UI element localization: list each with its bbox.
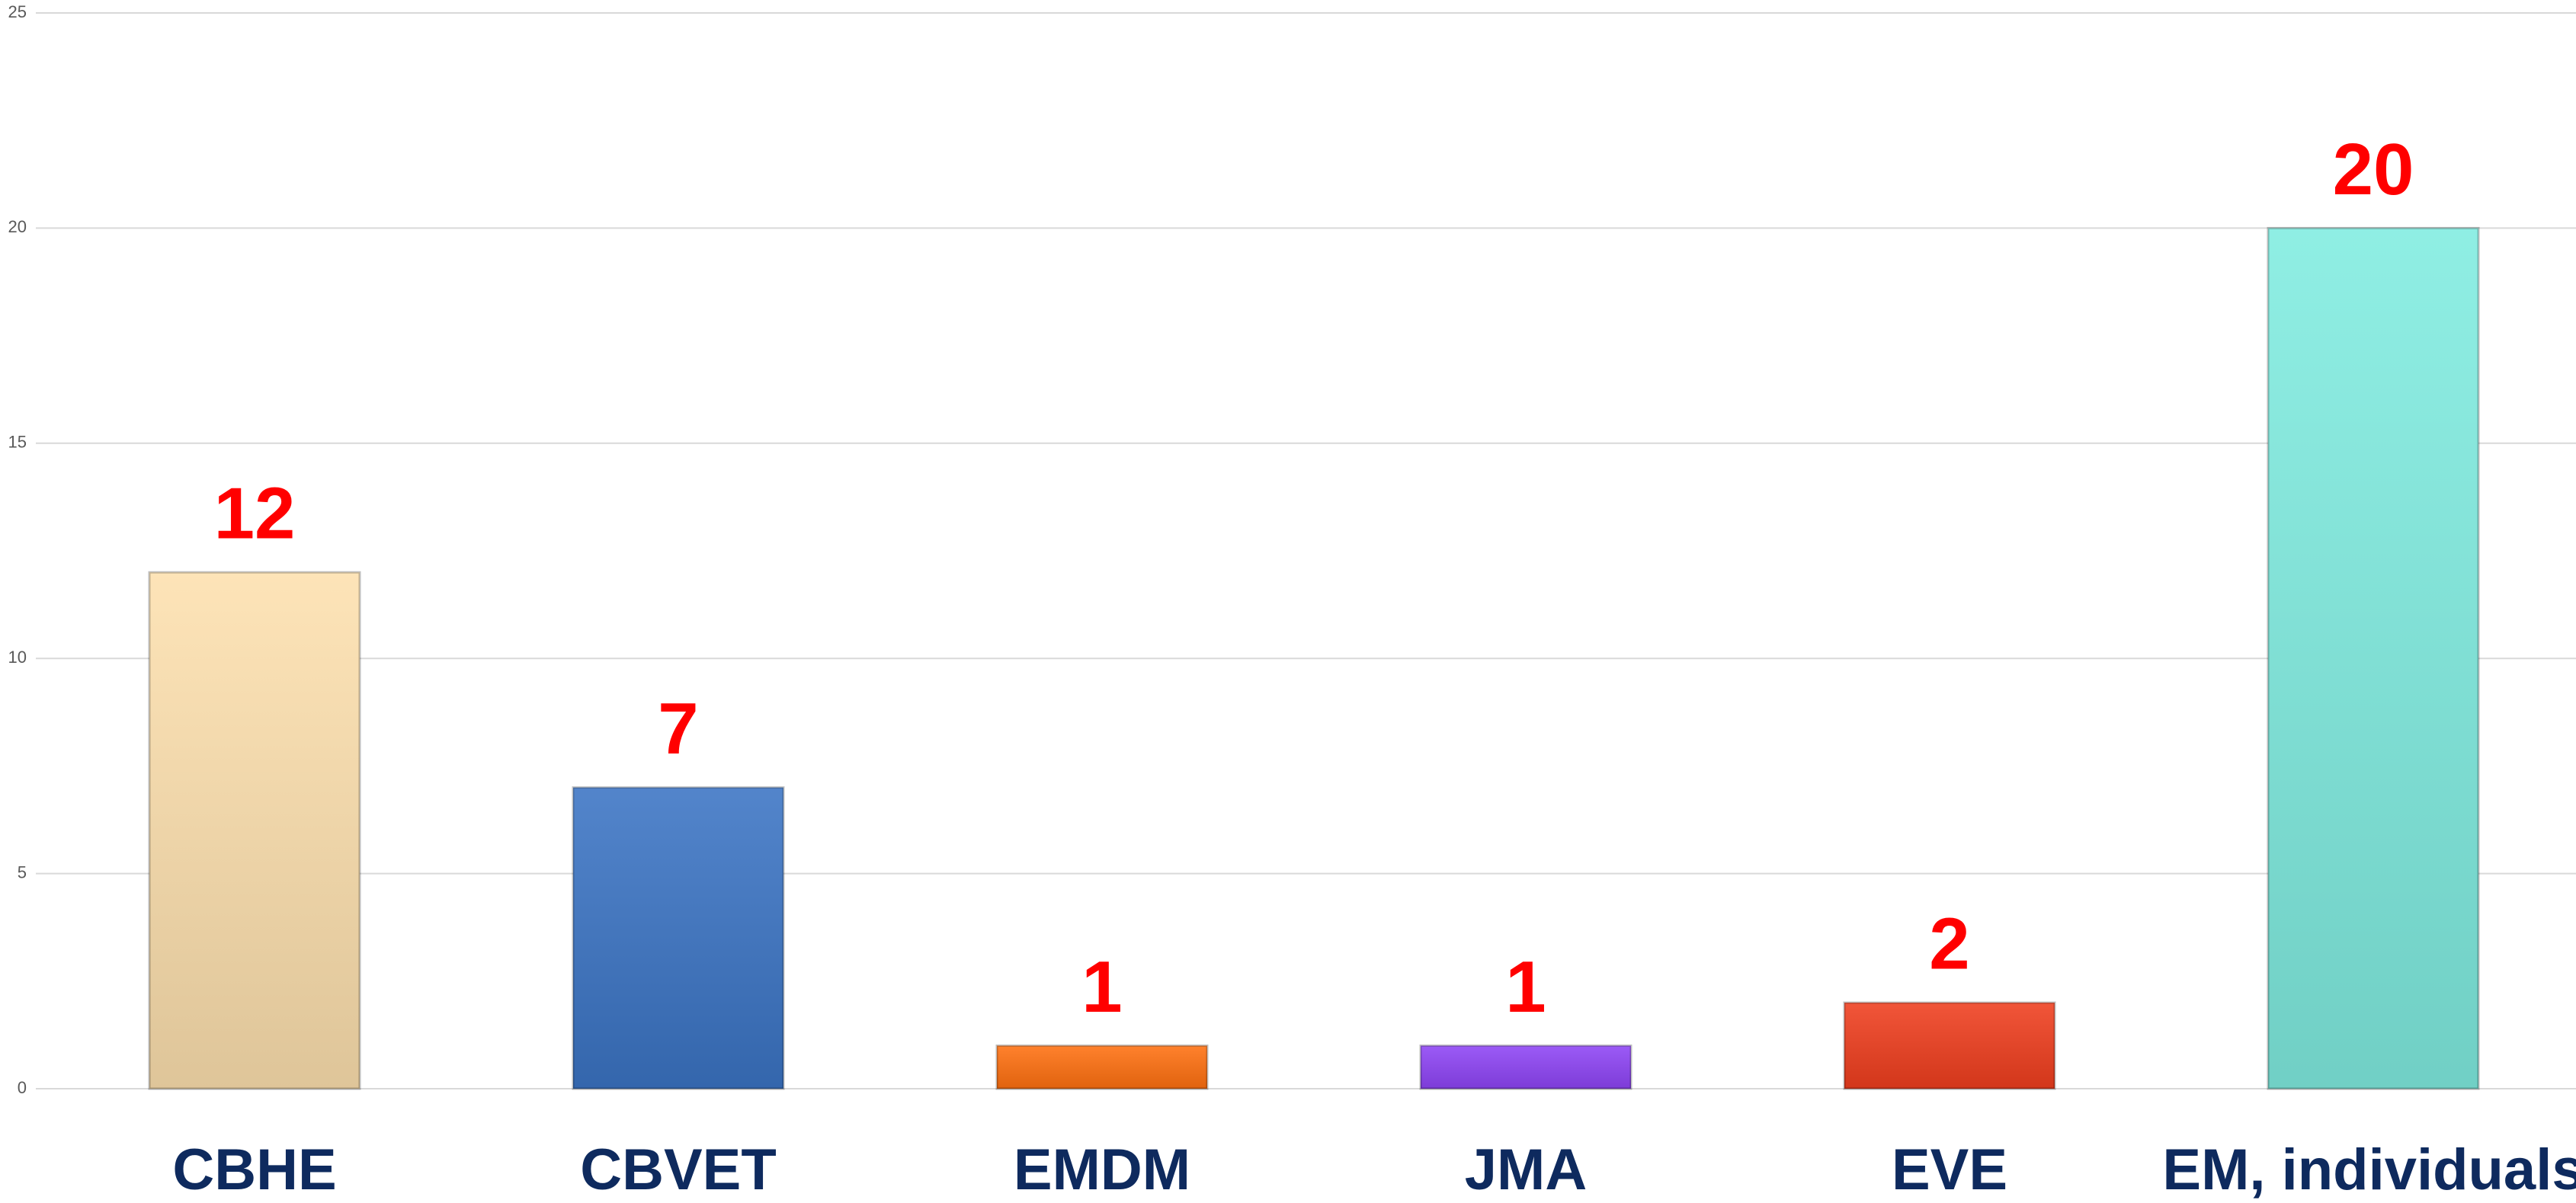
x-tick-label: CBHE: [172, 1137, 336, 1202]
x-tick-label: CBVET: [580, 1137, 777, 1202]
bar-shade: [1844, 1003, 2055, 1089]
y-tick-label: 20: [8, 217, 27, 236]
value-label: 7: [658, 688, 698, 769]
x-tick-label: JMA: [1465, 1137, 1587, 1202]
x-tick-label: EVE: [1892, 1137, 2007, 1202]
x-tick-label: EMDM: [1014, 1137, 1190, 1202]
y-tick-label: 10: [8, 648, 27, 667]
bar-shade: [1421, 1045, 1631, 1089]
value-label: 2: [1929, 903, 1969, 984]
bar-shade: [2268, 228, 2478, 1089]
value-label: 1: [1505, 946, 1546, 1028]
value-label: 1: [1081, 946, 1122, 1028]
value-label: 20: [2333, 129, 2414, 210]
y-tick-label: 25: [8, 2, 27, 21]
bar-shade: [997, 1045, 1207, 1089]
value-label: 12: [214, 473, 296, 555]
bar-shade: [573, 787, 783, 1089]
x-tick-label: EM, individuals: [2162, 1137, 2576, 1202]
y-tick-label: 15: [8, 433, 27, 452]
y-tick-label: 5: [18, 862, 27, 881]
bar-shade: [149, 572, 360, 1089]
y-tick-label: 0: [18, 1078, 27, 1097]
